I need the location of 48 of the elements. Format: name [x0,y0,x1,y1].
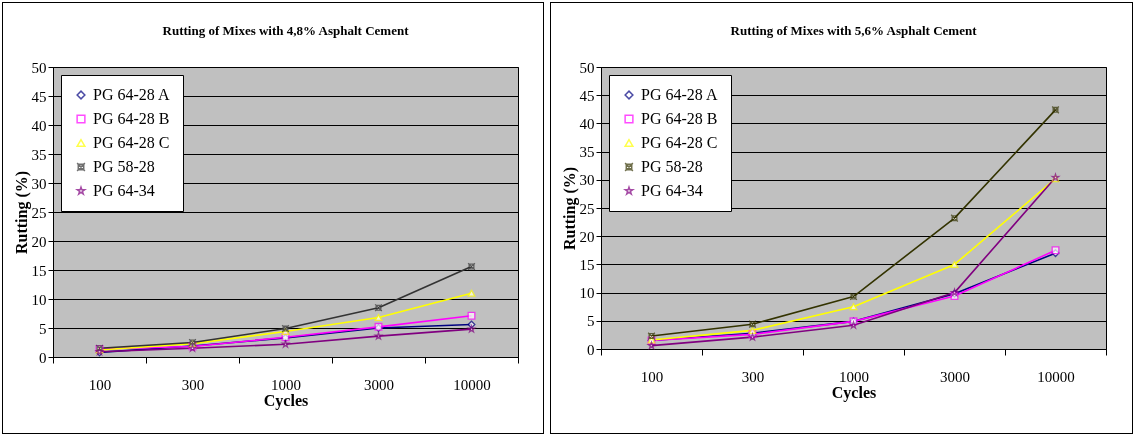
y-tick-label: 15 [579,256,595,273]
x-tick-label: 100 [640,368,664,385]
y-tick-label: 50 [31,59,47,76]
y-tick-label: 15 [31,262,47,279]
y-tick-label: 45 [579,87,595,104]
x-tick-label: 300 [741,368,765,385]
y-axis-title: Rutting (%) [560,166,579,251]
legend-label: PG 58-28 [93,158,155,175]
y-tick-label: 0 [587,341,595,358]
chart-title: Rutting of Mixes with 5,6% Asphalt Cement [730,23,978,38]
y-tick-label: 5 [39,320,47,337]
chart-title: Rutting of Mixes with 4,8% Asphalt Cement [162,23,410,38]
y-tick-label: 30 [579,172,595,189]
y-axis-title: Rutting (%) [12,170,31,255]
x-tick-label: 1000 [271,376,301,393]
legend-label: PG 64-34 [641,182,703,199]
x-tick-label: 3000 [940,368,970,385]
y-tick-label: 10 [31,291,47,308]
y-tick-label: 40 [579,115,595,132]
y-tick-label: 25 [31,204,47,221]
y-tick-label: 20 [579,228,595,245]
legend-label: PG 64-34 [93,182,155,199]
y-tick-label: 25 [579,200,595,217]
legend-label: PG 64-28 A [641,86,718,103]
x-tick-label: 10000 [453,376,491,393]
legend-label: PG 64-28 A [93,86,170,103]
x-axis-title: Cycles [831,383,877,402]
legend-label: PG 64-28 C [93,134,170,151]
x-tick-label: 10000 [1037,368,1075,385]
x-tick-label: 300 [181,376,205,393]
legend-label: PG 64-28 B [93,110,170,127]
legend-label: PG 64-28 B [641,110,718,127]
y-tick-label: 40 [31,117,47,134]
y-tick-label: 30 [31,175,47,192]
legend-label: PG 58-28 [641,158,703,175]
y-tick-label: 5 [587,313,595,330]
y-tick-label: 50 [579,59,595,76]
legend-label: PG 64-28 C [641,134,718,151]
x-tick-label: 100 [88,376,112,393]
x-axis-title: Cycles [263,391,309,410]
y-tick-label: 35 [31,146,47,163]
y-tick-label: 20 [31,233,47,250]
x-tick-label: 3000 [364,376,394,393]
y-tick-label: 45 [31,88,47,105]
y-tick-label: 35 [579,144,595,161]
x-tick-label: 1000 [839,368,869,385]
y-tick-label: 0 [39,349,47,366]
y-tick-label: 10 [579,285,595,302]
